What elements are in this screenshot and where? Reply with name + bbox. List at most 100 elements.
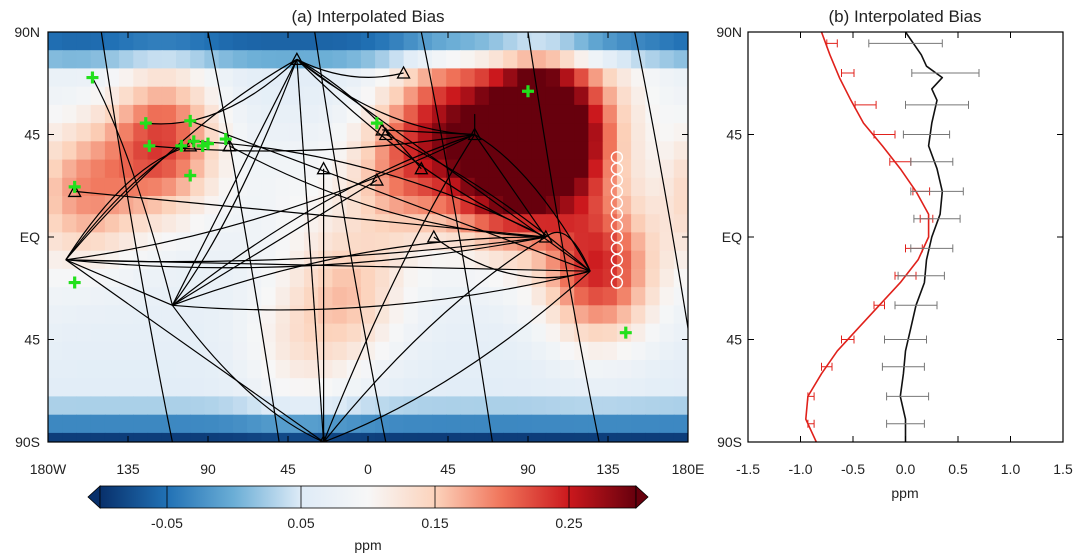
bias-cell [232, 232, 248, 252]
map-x-tick-label: 180W [30, 461, 67, 477]
bias-cell [360, 214, 376, 234]
bias-cell [417, 177, 433, 197]
bias-cell [90, 86, 106, 106]
bias-cell [261, 323, 277, 343]
bias-cell [218, 177, 234, 197]
bias-cell [147, 287, 163, 306]
colorbar-tick-label: 0.15 [421, 515, 448, 531]
bias-cell [90, 396, 106, 416]
bias-cell [545, 141, 561, 161]
bias-cell [133, 432, 149, 442]
bias-cell [346, 414, 362, 434]
bias-cell [232, 341, 248, 361]
bias-cell [360, 141, 376, 161]
bias-cell [204, 287, 220, 306]
bias-cell [304, 341, 319, 361]
network-arc [100, 32, 173, 442]
bias-cell [304, 159, 319, 179]
bias-cell [147, 268, 163, 288]
error-bar [826, 39, 838, 48]
bias-cell [133, 86, 149, 106]
map-y-tick-label: EQ [20, 229, 40, 245]
bias-cell [332, 86, 348, 106]
bias-cell [289, 341, 305, 361]
bias-cell [318, 50, 334, 70]
colorbar-high-arrow [635, 485, 649, 509]
bias-cell [247, 196, 262, 215]
bias-cell [161, 268, 177, 288]
bias-cell [76, 378, 92, 398]
error-bar [894, 301, 938, 310]
bias-cell [616, 414, 632, 434]
error-bar [821, 362, 833, 371]
bias-cell [403, 32, 419, 51]
network-arc [296, 58, 591, 272]
bias-cell [417, 214, 433, 234]
bias-cell [545, 414, 561, 434]
bias-cell [346, 123, 362, 142]
bias-cell [673, 86, 688, 106]
bias-cell [62, 123, 78, 142]
bias-cell [560, 86, 575, 106]
bias-cell [104, 378, 120, 398]
bias-cell [503, 86, 518, 106]
bias-cell [332, 287, 348, 306]
bias-cell [104, 432, 120, 442]
bias-cell [232, 414, 248, 434]
bias-cell [119, 104, 134, 124]
bias-cell [346, 341, 362, 361]
bias-cell [574, 323, 590, 343]
bias-cell [560, 123, 575, 142]
bias-cell [673, 68, 688, 88]
network-arc [296, 58, 404, 78]
bias-cell [176, 396, 191, 416]
bias-cell [104, 268, 120, 288]
bias-cell [318, 86, 334, 106]
green-site [202, 137, 214, 150]
green-site [219, 133, 232, 146]
bias-cell [190, 32, 206, 51]
bias-cell [602, 432, 618, 442]
bias-cell [261, 341, 277, 361]
map-x-tick-label: 0 [364, 461, 372, 477]
bias-cell [289, 360, 305, 379]
bias-cell [62, 323, 78, 343]
bias-cell [261, 86, 277, 106]
bias-cell [76, 305, 92, 325]
bias-cell [289, 396, 305, 416]
bias-cell [133, 360, 149, 379]
bias-cell [659, 287, 675, 306]
bias-cell [232, 68, 248, 88]
bias-cell [574, 378, 590, 398]
map-x-tick-label: 45 [440, 461, 456, 477]
bias-cell [275, 432, 291, 442]
map-x-tick-label: 135 [116, 461, 140, 477]
bias-cell [560, 396, 575, 416]
bias-cell [204, 159, 220, 179]
bias-cell [659, 268, 675, 288]
bias-cell [560, 214, 575, 234]
bias-cell [446, 68, 462, 88]
bias-cell [304, 287, 319, 306]
bias-cell [574, 250, 590, 270]
triangle-site [67, 184, 82, 198]
bias-cell [218, 50, 234, 70]
bias-cell [446, 323, 462, 343]
bias-cell [232, 104, 248, 124]
bias-cell [560, 196, 575, 215]
bias-cell [602, 50, 618, 70]
bias-cell [218, 104, 234, 124]
bias-cell [503, 68, 518, 88]
error-bar [910, 187, 964, 196]
green-site [68, 276, 81, 289]
error-bar [854, 100, 877, 109]
bias-cell [119, 414, 134, 434]
bias-cell [417, 232, 433, 252]
bias-cell [90, 414, 106, 434]
bias-cell [488, 396, 504, 416]
network-arc [171, 304, 324, 442]
bias-cell [304, 305, 319, 325]
bias-cell [304, 177, 319, 197]
bias-cell [403, 196, 419, 215]
bias-cell [659, 305, 675, 325]
